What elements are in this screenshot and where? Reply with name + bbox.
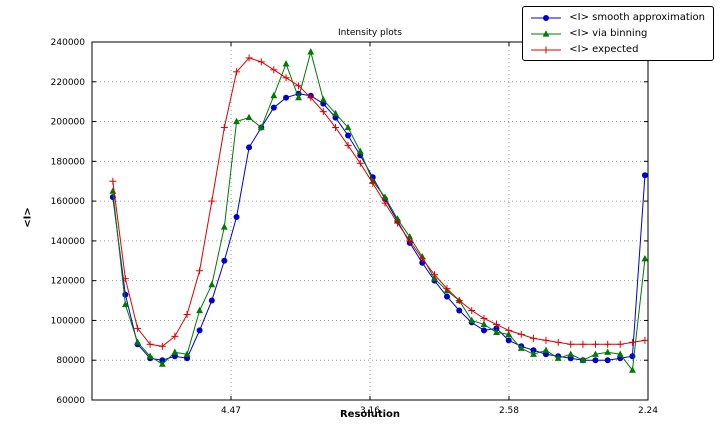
y-axis-label: <I>: [22, 207, 34, 228]
legend-item-binning: <I> via binning: [529, 26, 705, 41]
svg-text:80000: 80000: [56, 356, 85, 366]
series-1: [109, 48, 649, 373]
svg-text:100000: 100000: [51, 316, 86, 326]
svg-text:200000: 200000: [51, 118, 86, 128]
svg-text:220000: 220000: [51, 78, 86, 88]
svg-text:4.47: 4.47: [221, 406, 241, 416]
svg-text:3.16: 3.16: [360, 406, 380, 416]
svg-text:120000: 120000: [51, 277, 86, 287]
svg-text:60000: 60000: [56, 396, 85, 406]
svg-text:140000: 140000: [51, 237, 86, 247]
legend-marker-plus-icon: [531, 46, 562, 53]
legend-item-smooth: <I> smooth approximation: [529, 10, 705, 25]
svg-text:240000: 240000: [51, 38, 86, 48]
series-0: [109, 90, 648, 364]
svg-text:2.24: 2.24: [638, 406, 658, 416]
legend-marker-circle-icon: [531, 14, 562, 21]
svg-text:2.58: 2.58: [499, 406, 519, 416]
svg-text:160000: 160000: [51, 197, 86, 207]
axes-ticks: 60000 80000 100000 120000 140000 160000 180000…: [51, 38, 659, 416]
x-axis-label: Resolution: [339, 409, 401, 420]
legend-label: <I> smooth approximation: [569, 12, 705, 23]
series-2: [109, 54, 649, 350]
legend-label: <I> via binning: [569, 28, 648, 39]
gridlines: [92, 41, 649, 401]
svg-text:180000: 180000: [51, 157, 86, 167]
chart-title: Intensity plots: [338, 28, 402, 38]
legend: <I> smooth approximation <I> via binning…: [522, 6, 714, 61]
legend-label: <I> expected: [569, 44, 639, 55]
legend-marker-triangle-icon: [531, 29, 562, 37]
legend-item-expected: <I> expected: [529, 42, 705, 57]
